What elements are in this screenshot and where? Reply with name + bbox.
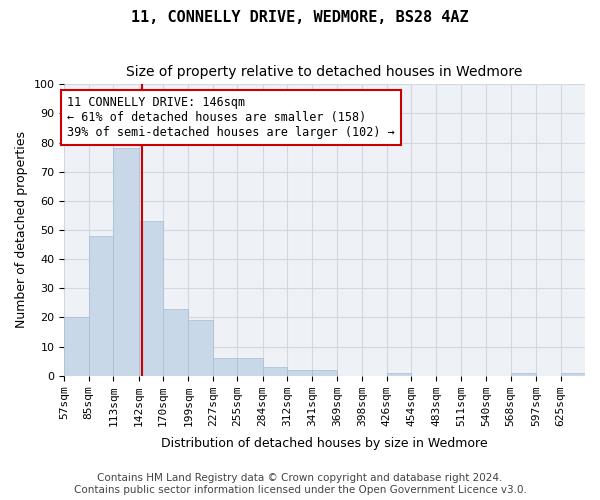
Bar	[113, 148, 139, 376]
Text: 11 CONNELLY DRIVE: 146sqm
← 61% of detached houses are smaller (158)
39% of semi: 11 CONNELLY DRIVE: 146sqm ← 61% of detac…	[67, 96, 395, 139]
Bar	[163, 308, 188, 376]
Text: Contains HM Land Registry data © Crown copyright and database right 2024.
Contai: Contains HM Land Registry data © Crown c…	[74, 474, 526, 495]
Text: 11, CONNELLY DRIVE, WEDMORE, BS28 4AZ: 11, CONNELLY DRIVE, WEDMORE, BS28 4AZ	[131, 10, 469, 25]
Bar	[139, 222, 163, 376]
Bar	[89, 236, 113, 376]
Bar	[263, 367, 287, 376]
Bar	[511, 373, 536, 376]
Bar	[213, 358, 237, 376]
Bar	[64, 318, 89, 376]
Bar	[188, 320, 213, 376]
Y-axis label: Number of detached properties: Number of detached properties	[15, 132, 28, 328]
Title: Size of property relative to detached houses in Wedmore: Size of property relative to detached ho…	[127, 65, 523, 79]
Bar	[287, 370, 313, 376]
Bar	[386, 373, 411, 376]
Bar	[313, 370, 337, 376]
Bar	[237, 358, 263, 376]
X-axis label: Distribution of detached houses by size in Wedmore: Distribution of detached houses by size …	[161, 437, 488, 450]
Bar	[560, 373, 585, 376]
